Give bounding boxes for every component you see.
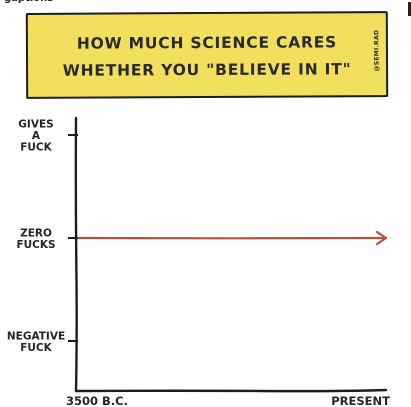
y-tick-label: NEGATIVE FUCK (7, 330, 65, 354)
y-tick-label-line: NEGATIVE (7, 330, 65, 342)
x-ticks: 3500 B.C. PRESENT (66, 394, 390, 407)
y-tick-label-line: FUCKS (16, 239, 55, 251)
edge-mark (408, 2, 411, 16)
chart-series (77, 230, 388, 246)
cropped-caption: gaptions (4, 0, 53, 4)
y-tick-label-line: A (32, 130, 41, 142)
x-tick-label: PRESENT (331, 394, 390, 407)
y-tick-label-line: GIVES (18, 119, 53, 131)
y-tick-label: ZERO FUCKS (16, 227, 55, 251)
series-arrowhead (375, 230, 388, 246)
x-axis-line (74, 388, 388, 393)
y-tick-label-line: FUCK (20, 142, 52, 154)
x-tick-label: 3500 B.C. (66, 394, 128, 407)
y-axis-line (74, 116, 78, 393)
y-tick-label-line: FUCK (20, 342, 52, 354)
y-tick-label: GIVES A FUCK (18, 119, 53, 154)
chart-axes (74, 116, 388, 393)
y-tick-label-line: ZERO (20, 227, 52, 239)
